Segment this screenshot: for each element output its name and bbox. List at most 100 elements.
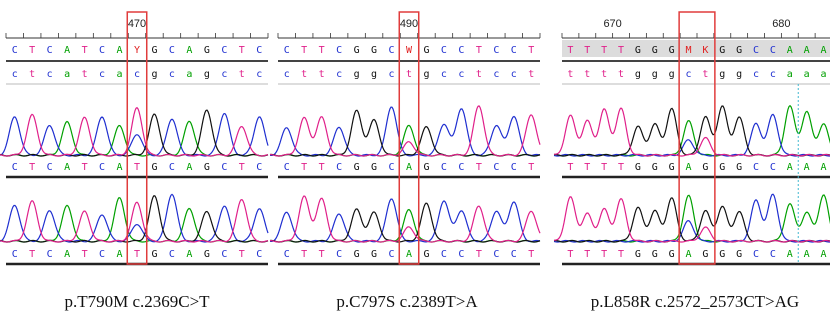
l858r-track1-base-2: T — [601, 162, 607, 173]
c797s-ref-base-0: c — [284, 69, 290, 80]
t790m-track1-base-0: C — [12, 162, 18, 173]
l858r-top-base-2: T — [601, 45, 607, 56]
l858r-track2-base-11: C — [753, 249, 759, 260]
c797s-top-base-13: C — [511, 45, 517, 56]
l858r-ref-base-4: g — [635, 69, 641, 80]
c797s-t2-trace-g — [269, 202, 541, 243]
t790m-track1-base-6: A — [117, 162, 123, 173]
c797s-ref-base-2: t — [319, 69, 325, 80]
l858r-ref-base-10: g — [736, 69, 742, 80]
c797s-track2-base-10: C — [458, 249, 464, 260]
l858r-ref-base-7: c — [686, 69, 692, 80]
t790m-top-base-5: C — [99, 45, 105, 56]
c797s-track1-base-14: T — [528, 162, 534, 173]
l858r-t1-trace-c — [553, 113, 830, 157]
t790m-track2-base-10: A — [186, 249, 192, 260]
l858r-track1-base-14: A — [804, 162, 810, 173]
l858r-top-base-9: G — [719, 45, 725, 56]
l858r-track2-base-8: G — [702, 249, 708, 260]
l858r-ruler-label-2: 680 — [772, 18, 790, 30]
c797s-track2-base-6: C — [389, 249, 395, 260]
c797s-highlight-box — [398, 11, 420, 265]
l858r-top-base-15: A — [821, 45, 827, 56]
l858r-track2-base-12: C — [770, 249, 776, 260]
c797s-track2-base-12: C — [493, 249, 499, 260]
t790m-track2-base-7: T — [134, 249, 140, 260]
c797s-ref-base-14: t — [528, 69, 534, 80]
l858r-ref-base-8: t — [702, 69, 708, 80]
l858r-top-base-6: G — [669, 45, 675, 56]
c797s-track2-base-3: C — [336, 249, 342, 260]
c797s-ruler-label: 490 — [400, 18, 418, 30]
l858r-track1-base-12: C — [770, 162, 776, 173]
t790m-ref-base-12: c — [221, 69, 227, 80]
l858r-track2-base-3: T — [618, 249, 624, 260]
t790m-top-base-2: C — [47, 45, 53, 56]
l858r-top-base-3: T — [618, 45, 624, 56]
c797s-track1-base-5: G — [371, 162, 377, 173]
c797s-track2-base-7: A — [406, 249, 412, 260]
c797s-track1-base-3: C — [336, 162, 342, 173]
c797s-ref-base-1: t — [301, 69, 307, 80]
t790m-t1-trace-c — [0, 112, 269, 157]
l858r-top-base-7: M — [686, 45, 692, 56]
l858r-highlight-box — [678, 11, 716, 265]
l858r-top-base-1: T — [584, 45, 590, 56]
t790m-track2-base-12: C — [221, 249, 227, 260]
c797s-t1-trace-c — [269, 106, 541, 157]
t790m-track1-base-14: C — [256, 162, 262, 173]
c797s-top-base-0: C — [284, 45, 290, 56]
l858r-t1-trace-t — [553, 107, 830, 157]
l858r-ref-base-13: a — [787, 69, 793, 80]
t790m-top-base-13: T — [239, 45, 245, 56]
t790m-top-base-14: C — [256, 45, 262, 56]
c797s-ref-base-3: c — [336, 69, 342, 80]
l858r-track1-base-9: G — [719, 162, 725, 173]
t790m-ref-base-10: a — [186, 69, 192, 80]
c797s-track2-base-9: C — [441, 249, 447, 260]
c797s-track1-base-12: C — [493, 162, 499, 173]
c797s-ref-base-10: c — [458, 69, 464, 80]
c797s-track2-base-4: G — [354, 249, 360, 260]
c797s-ref-base-11: t — [476, 69, 482, 80]
c797s-track1-base-8: G — [423, 162, 429, 173]
c797s-track2-base-8: G — [423, 249, 429, 260]
l858r-ref-base-12: c — [770, 69, 776, 80]
l858r-track1-base-3: T — [618, 162, 624, 173]
l858r-track2-base-9: G — [719, 249, 725, 260]
l858r-track2-base-6: G — [669, 249, 675, 260]
c797s-t1-trace-t — [269, 105, 541, 157]
l858r-ref-base-9: g — [719, 69, 725, 80]
c797s-track2-base-11: T — [476, 249, 482, 260]
t790m-track2-base-11: G — [204, 249, 210, 260]
l858r-track1-base-0: T — [567, 162, 573, 173]
c797s-track2-base-2: T — [319, 249, 325, 260]
t790m-track1-base-11: G — [204, 162, 210, 173]
l858r-t2-trace-a — [554, 194, 830, 243]
t790m-track1-base-8: G — [151, 162, 157, 173]
t790m-top-base-11: G — [204, 45, 210, 56]
t790m-track1-base-2: C — [47, 162, 53, 173]
l858r-top-base-0: T — [567, 45, 573, 56]
l858r-track2-base-4: G — [635, 249, 641, 260]
t790m-ref-base-5: c — [99, 69, 105, 80]
t790m-top-base-10: A — [186, 45, 192, 56]
c797s-top-base-7: W — [406, 45, 413, 56]
l858r-t1-trace-a — [554, 104, 830, 157]
c797s-track1-base-7: A — [406, 162, 412, 173]
c797s-ref-base-9: c — [441, 69, 447, 80]
l858r-track1-base-5: G — [652, 162, 658, 173]
t790m-track1-base-10: A — [186, 162, 192, 173]
c797s-top-base-5: G — [371, 45, 377, 56]
c797s-track1-base-13: C — [511, 162, 517, 173]
l858r-ref-base-11: c — [753, 69, 759, 80]
c797s-t2-trace-t — [269, 195, 541, 243]
l858r-top-base-11: C — [753, 45, 759, 56]
t790m-top-base-4: T — [82, 45, 88, 56]
t790m-track1-base-3: A — [64, 162, 70, 173]
l858r-ref-base-3: t — [618, 69, 624, 80]
t790m-ref-base-0: c — [12, 69, 18, 80]
